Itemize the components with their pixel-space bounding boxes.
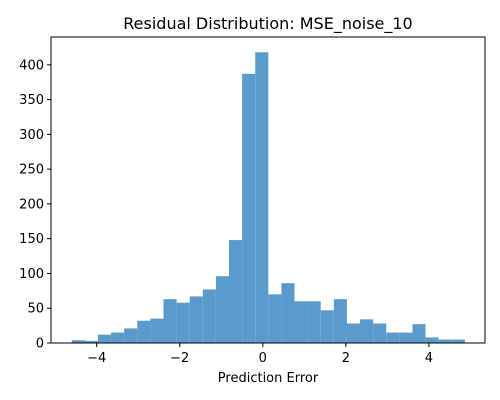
histogram-bar [438,339,452,343]
histogram-bar [425,337,439,343]
y-tick-label: 400 [19,58,44,73]
histogram-bar [97,334,112,343]
histogram-bar [215,276,230,343]
histogram-bar [281,283,295,343]
y-tick-label: 150 [19,232,44,247]
histogram-bar [255,52,269,344]
y-tick-label: 250 [19,163,44,178]
y-tick-label: 350 [19,93,44,108]
histogram-bar [242,73,256,343]
histogram-bar [71,340,85,343]
histogram-bar [360,319,374,343]
plot-frame [50,36,486,344]
histogram-bar [386,332,400,343]
histogram-bar [307,301,321,343]
x-axis-label: Prediction Error [218,371,319,386]
histogram-bar [373,323,387,343]
x-tick-label: 4 [425,351,433,366]
x-tick-label: 0 [259,351,267,366]
x-tick-label: −4 [87,351,106,366]
histogram-bar [163,299,177,343]
histogram-bar [202,289,216,343]
x-axis: −4 −2 0 2 4 [87,343,433,366]
y-tick-label: 50 [27,302,44,317]
histogram-bar [412,324,426,343]
histogram-bar [294,301,308,343]
histogram-bar [346,323,361,343]
y-axis: 0 50 100 150 200 250 300 350 400 [19,58,51,352]
y-tick-label: 200 [19,197,44,212]
histogram-bar [150,318,164,343]
histogram-bar [189,296,203,343]
histogram-bar [399,332,413,343]
y-tick-label: 300 [19,128,44,143]
chart-title: Residual Distribution: MSE_noise_10 [123,14,412,34]
x-tick-label: −2 [170,351,189,366]
histogram-bar [176,302,190,343]
histogram-bar [124,328,138,343]
x-tick-label: 2 [342,351,350,366]
histogram-bar [137,320,151,343]
bars-group [71,52,465,344]
histogram-bar [229,240,243,343]
y-tick-label: 0 [36,337,44,352]
histogram-bar [268,294,282,343]
histogram-bar [111,332,125,343]
histogram-bar [451,339,465,343]
histogram-bar [333,299,347,343]
y-tick-label: 100 [19,267,44,282]
histogram-bar [84,340,98,343]
histogram-bar [320,310,334,343]
